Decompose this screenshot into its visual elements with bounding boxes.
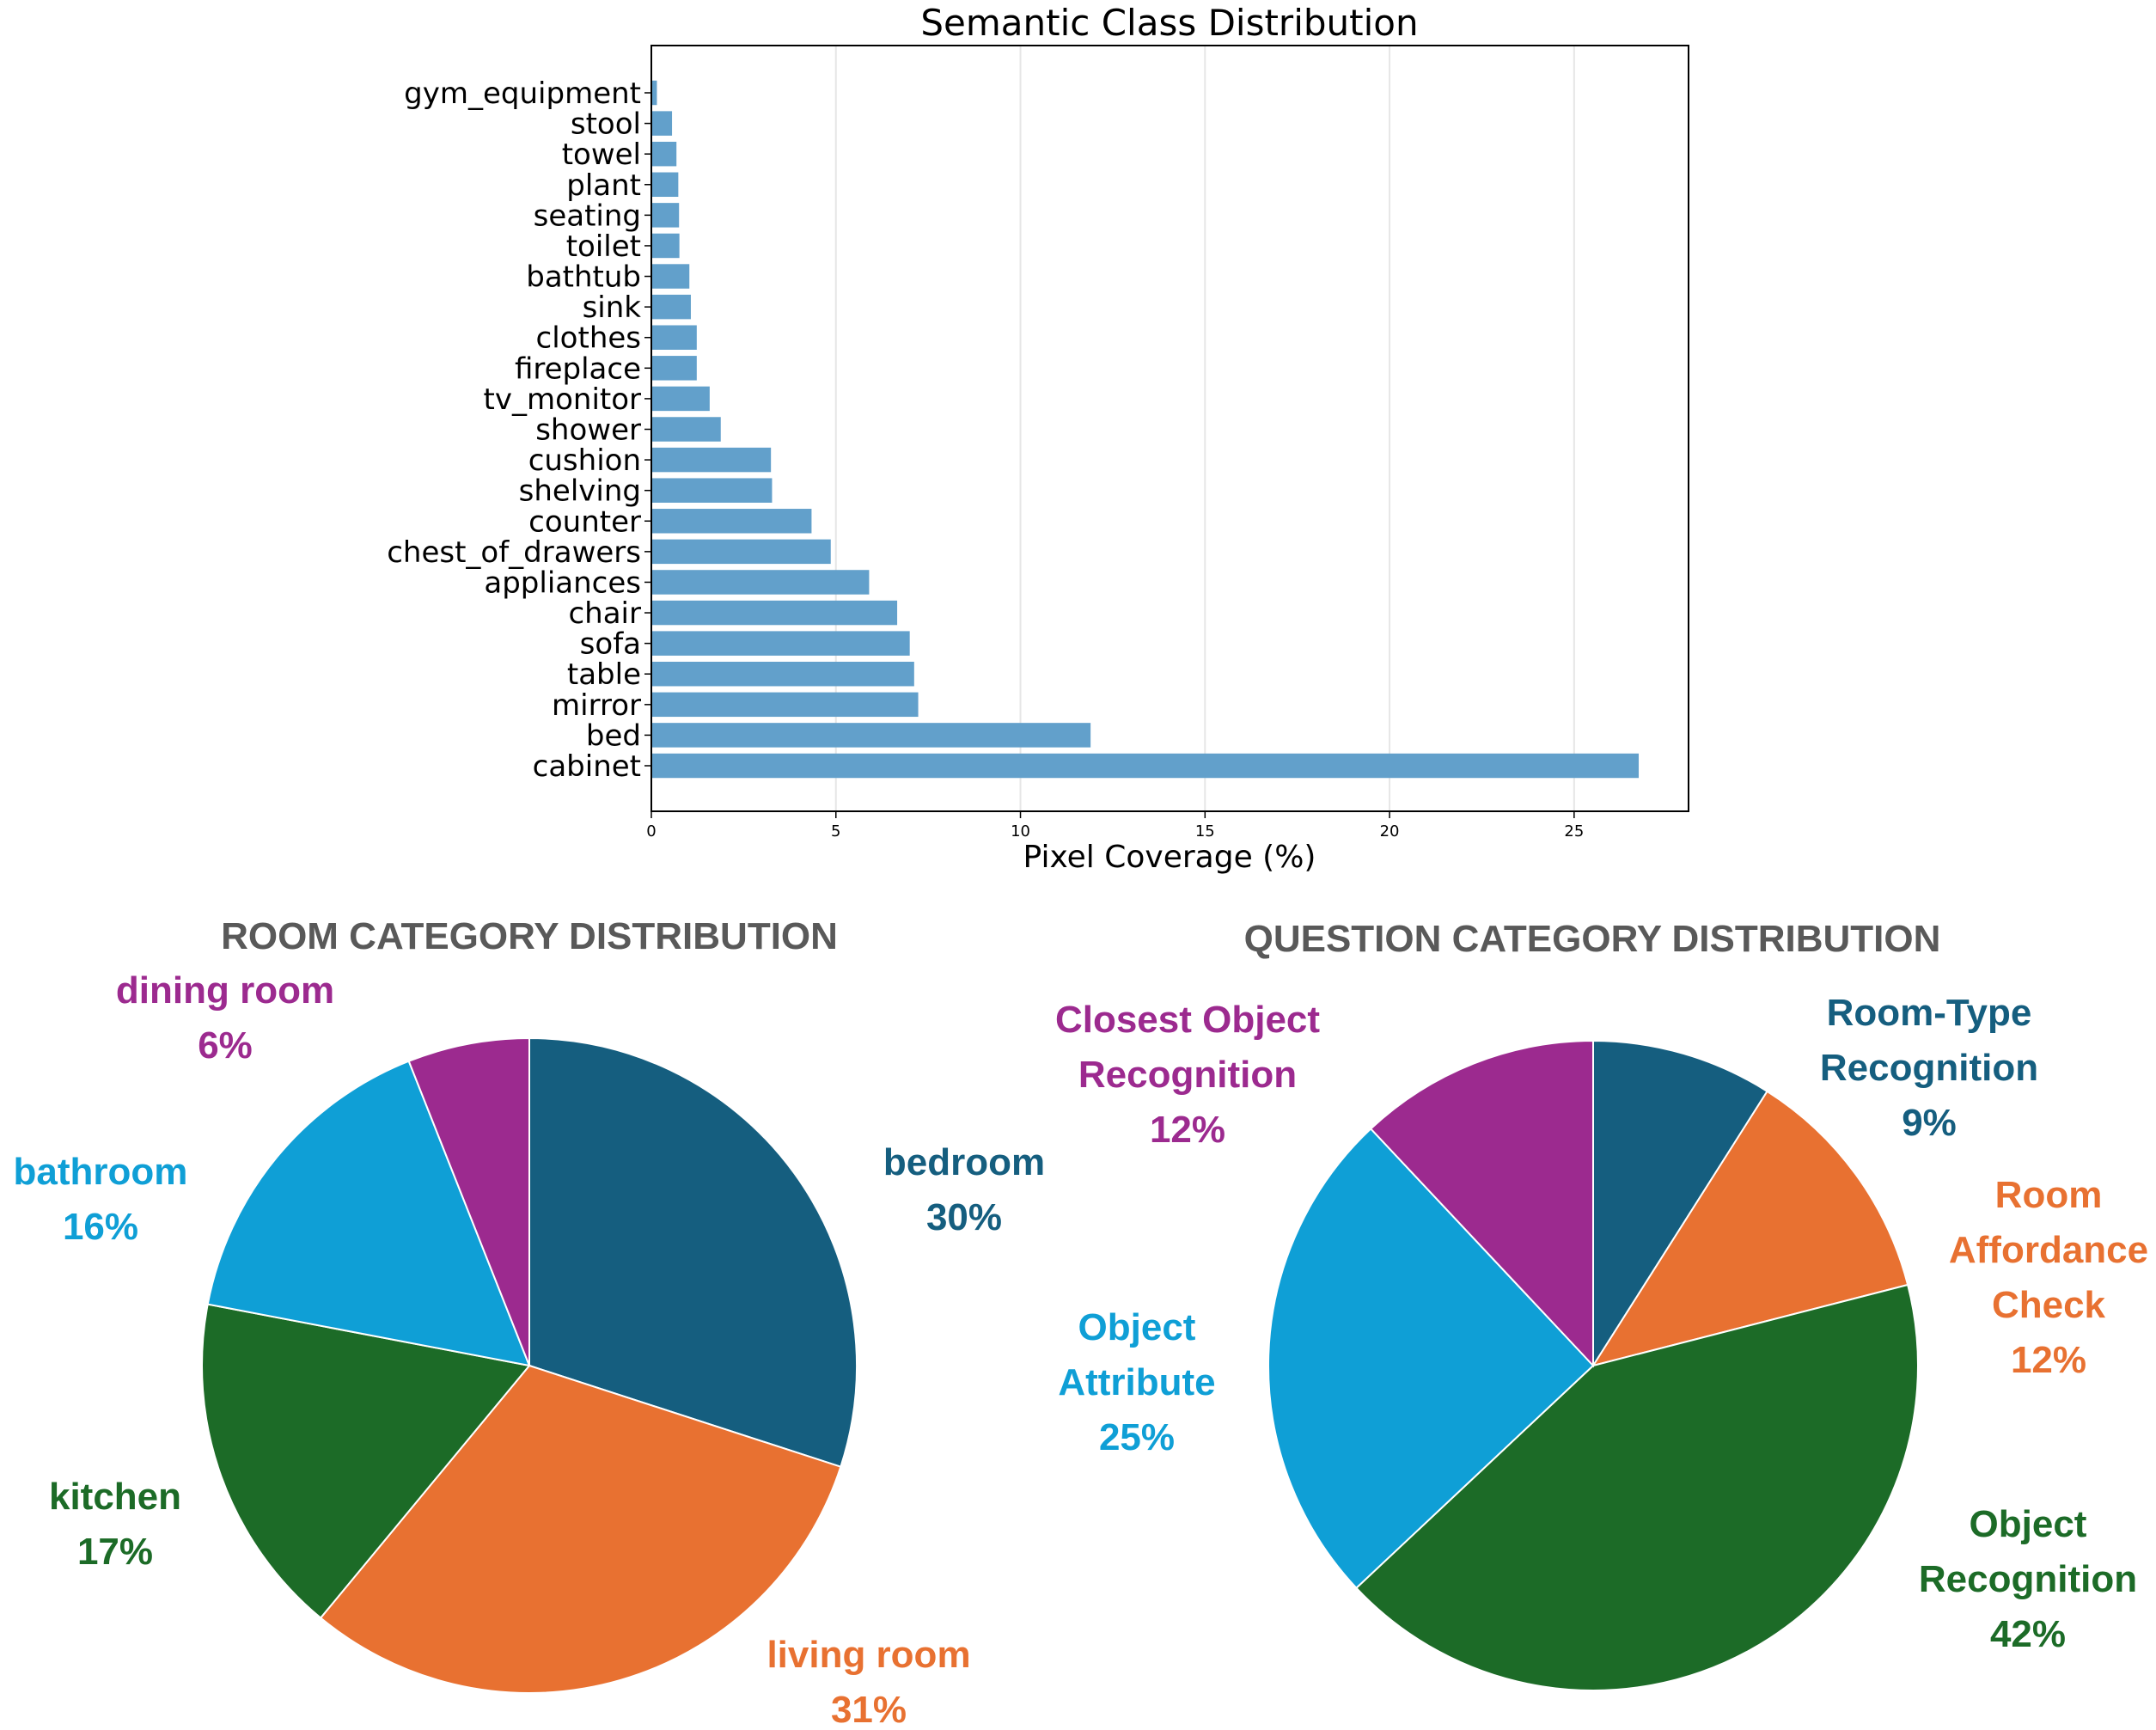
bar-clothes [651, 325, 697, 350]
bar-appliances [651, 570, 870, 595]
bar-table [651, 661, 914, 687]
plot-frame [650, 45, 1689, 812]
grid [834, 46, 1575, 811]
bar-sofa [651, 631, 910, 656]
pie-slice [1267, 1128, 1595, 1590]
slice-label: Closest Object Recognition 12% [1055, 999, 1320, 1151]
pie-slice [528, 1036, 858, 1469]
y-tick-label: towel [562, 138, 641, 172]
pie-slice [1369, 1039, 1594, 1368]
y-tick-label: cabinet [533, 749, 641, 784]
bar-chart-title: Semantic Class Distribution [920, 2, 1418, 44]
question-pie-title: QUESTION CATEGORY DISTRIBUTION [1244, 918, 1941, 960]
bar-chart: Semantic Class Distribution 0 5 10 15 20 25 c… [387, 2, 1689, 875]
y-tick-label: shower [535, 413, 641, 448]
slice-label: bedroom 30% [883, 1141, 1045, 1238]
y-tick-label: plant [566, 168, 641, 203]
bar-shower [651, 417, 721, 442]
x-tick-label: 25 [1564, 822, 1584, 841]
bar-seating [651, 203, 680, 228]
pie-slice [1591, 1090, 1909, 1367]
y-tick-label: chair [568, 596, 641, 631]
pie-slice [206, 1060, 531, 1367]
bar-gym_equipment [651, 80, 657, 106]
room-pie-chart: ROOM CATEGORY DISTRIBUTION bedroom 30% liv… [14, 915, 1046, 1730]
x-tick-label: 15 [1195, 822, 1215, 841]
y-tick-label: seating [534, 199, 641, 233]
slice-label: living room 31% [767, 1634, 970, 1730]
y-tick-label: cushion [528, 443, 641, 478]
slice-label: Room-Type Recognition 9% [1820, 992, 2038, 1144]
bar-stool [651, 111, 673, 136]
x-axis-label: Pixel Coverage (%) [1023, 840, 1316, 875]
slice-label: Object Recognition 42% [1919, 1503, 2137, 1655]
y-tick-label: chest_of_drawers [387, 535, 641, 570]
bar-tv_monitor [651, 386, 710, 412]
x-ticks: 0 5 10 15 20 25 [646, 811, 1584, 841]
pie-slice [1355, 1283, 1919, 1691]
y-tick-label: fireplace [515, 352, 641, 386]
bar-bed [651, 723, 1091, 748]
bar-cushion [651, 447, 772, 473]
y-tick-label: mirror [552, 688, 641, 723]
x-tick-label: 10 [1011, 822, 1030, 841]
bar-fireplace [651, 356, 697, 381]
pie-slice [1592, 1039, 1768, 1369]
y-ticks: cabinetbedmirrortablesofachairappliances… [387, 76, 651, 784]
bar-cabinet [651, 753, 1640, 779]
slice-label: Room Affordance Check 12% [1949, 1174, 2148, 1381]
bar-shelving [651, 478, 773, 503]
bar-chair [651, 600, 898, 626]
pie-slice [407, 1036, 530, 1366]
y-tick-label: bed [586, 718, 641, 753]
y-tick-label: tv_monitor [484, 382, 642, 417]
y-tick-label: gym_equipment [404, 76, 641, 111]
y-tick-label: sofa [580, 627, 641, 662]
bar-sink [651, 294, 691, 320]
pie-slice [201, 1303, 531, 1619]
y-tick-label: sink [583, 290, 642, 325]
y-tick-label: clothes [536, 321, 641, 356]
x-tick-label: 5 [831, 822, 840, 841]
bar-mirror [651, 692, 919, 718]
x-tick-label: 20 [1380, 822, 1400, 841]
y-tick-label: appliances [484, 565, 641, 600]
bar-counter [651, 509, 812, 534]
slice-label: kitchen 17% [49, 1476, 181, 1573]
y-tick-label: toilet [566, 229, 641, 264]
slice-label: dining room 6% [116, 969, 334, 1067]
bar-toilet [651, 233, 680, 259]
y-tick-label: table [567, 657, 641, 692]
y-tick-label: stool [571, 107, 641, 142]
x-tick-label: 0 [646, 822, 656, 841]
question-pie-chart: QUESTION CATEGORY DISTRIBUTION Room-Type… [1055, 918, 2148, 1691]
slice-label: bathroom 16% [14, 1151, 188, 1248]
bars [651, 80, 1640, 779]
bar-chest_of_drawers [651, 539, 831, 565]
y-tick-label: shelving [519, 474, 641, 509]
slice-label: Object Attribute 25% [1058, 1306, 1215, 1458]
y-tick-label: bathtub [526, 260, 641, 295]
bar-bathtub [651, 264, 690, 289]
pie-slice [319, 1364, 842, 1694]
bar-plant [651, 172, 679, 198]
y-tick-label: counter [528, 504, 641, 539]
bar-towel [651, 141, 677, 167]
room-pie-title: ROOM CATEGORY DISTRIBUTION [221, 915, 838, 957]
